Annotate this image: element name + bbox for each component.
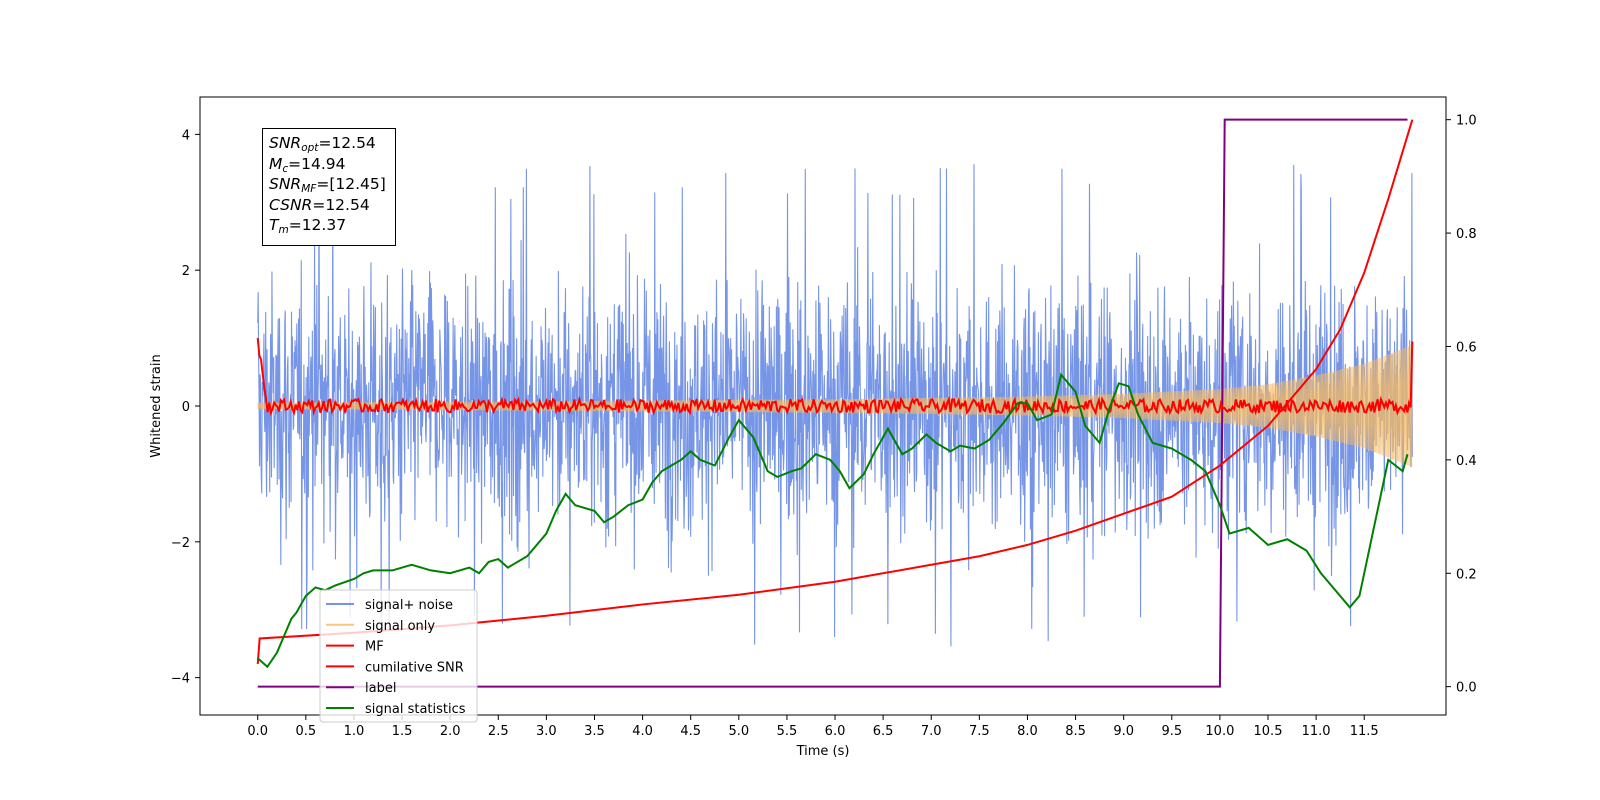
legend-label: cumilative SNR [365, 660, 464, 675]
x-tick-label: 8.0 [1017, 724, 1038, 739]
y-tick-label-left: −4 [171, 672, 190, 687]
y-tick-label-left: 4 [182, 128, 190, 143]
tm-value: =12.37 [288, 216, 347, 234]
x-tick-label: 8.5 [1065, 724, 1086, 739]
tm-line: Tm=12.37 [269, 216, 347, 236]
x-tick-label: 6.0 [825, 724, 846, 739]
x-tick-label: 11.5 [1350, 724, 1379, 739]
x-tick-label: 1.0 [344, 724, 365, 739]
signal-only-layer [257, 344, 1413, 467]
snr-opt-line: SNRopt=12.54 [269, 134, 376, 154]
signal-only-line [257, 344, 1413, 467]
x-tick-label: 2.0 [440, 724, 461, 739]
cumulative-snr-line [256, 119, 1414, 665]
y-axis-right: 1.0 0.8 0.6 0.4 0.2 0.0 [1446, 114, 1477, 696]
x-tick-label: 0.5 [295, 724, 316, 739]
series-lines [256, 118, 1414, 688]
stats-annotation-box: SNRopt=12.54 Mc=14.94 SNRMF=[12.45] CSNR… [262, 128, 396, 246]
x-axis: 0.0 0.5 1.0 1.5 2.0 2.5 3.0 3.5 4.0 4.5 5.0 5.5 6.0 6… [247, 715, 1379, 739]
label-line [257, 118, 1408, 688]
y-axis-label: Whitened strain [149, 354, 164, 457]
y-axis-left: 4 2 0 −2 −4 [171, 128, 200, 687]
mc-value: =14.94 [288, 154, 346, 173]
x-tick-label: 5.0 [728, 724, 749, 739]
y-tick-label-right: 0.8 [1456, 227, 1477, 242]
x-tick-label: 3.0 [536, 724, 557, 739]
legend-label: signal only [365, 619, 435, 634]
snr-opt-value: =12.54 [318, 134, 376, 152]
x-tick-label: 7.5 [969, 724, 990, 739]
y-tick-label-right: 1.0 [1456, 114, 1477, 129]
y-tick-label-right: 0.0 [1456, 681, 1477, 696]
csnr-value: =12.54 [312, 195, 370, 214]
x-tick-label: 9.0 [1113, 724, 1134, 739]
legend-label: MF [365, 640, 384, 655]
x-tick-label: 2.5 [488, 724, 509, 739]
legend-label: signal+ noise [365, 598, 453, 613]
csnr-line: CSNR=12.54 [269, 195, 370, 214]
y-tick-label-right: 0.2 [1456, 567, 1477, 582]
x-tick-label: 3.5 [584, 724, 605, 739]
mc-line: Mc=14.94 [269, 154, 346, 175]
legend: signal+ noise signal only MF cumilative SNR… [319, 589, 478, 723]
y-tick-label-left: 0 [182, 400, 190, 415]
x-tick-label: 7.0 [921, 724, 942, 739]
y-tick-label-right: 0.6 [1456, 340, 1477, 355]
x-tick-label: 11.0 [1302, 724, 1331, 739]
snr-mf-line: SNRMF=[12.45] [269, 175, 386, 195]
legend-label: signal statistics [365, 702, 466, 717]
legend-box [319, 589, 478, 723]
x-tick-label: 10.5 [1254, 724, 1283, 739]
x-tick-label: 10.0 [1205, 724, 1234, 739]
x-axis-label: Time (s) [796, 744, 850, 759]
x-tick-label: 9.5 [1161, 724, 1182, 739]
signal-statistics-line [257, 372, 1409, 669]
x-tick-label: 5.5 [777, 724, 798, 739]
x-tick-label: 0.0 [247, 724, 268, 739]
snr-mf-value: =[12.45] [316, 175, 386, 193]
x-tick-label: 4.0 [632, 724, 653, 739]
legend-label: label [365, 681, 396, 696]
x-tick-label: 6.5 [873, 724, 894, 739]
y-tick-label-right: 0.4 [1456, 454, 1477, 469]
signal-noise-line [257, 162, 1413, 647]
y-tick-label-left: −2 [171, 536, 190, 551]
signal-noise-layer [257, 162, 1413, 647]
mf-line [256, 337, 1414, 417]
x-tick-label: 1.5 [392, 724, 413, 739]
y-tick-label-left: 2 [182, 264, 190, 279]
x-tick-label: 4.5 [680, 724, 701, 739]
